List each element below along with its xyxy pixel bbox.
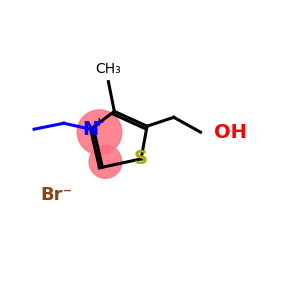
- Text: S: S: [134, 149, 148, 168]
- Circle shape: [89, 146, 122, 178]
- Text: CH₃: CH₃: [95, 62, 121, 76]
- Text: N: N: [82, 120, 99, 139]
- Circle shape: [77, 110, 122, 154]
- Text: +: +: [94, 116, 104, 129]
- Text: Br⁻: Br⁻: [40, 186, 72, 204]
- Text: OH: OH: [214, 123, 247, 142]
